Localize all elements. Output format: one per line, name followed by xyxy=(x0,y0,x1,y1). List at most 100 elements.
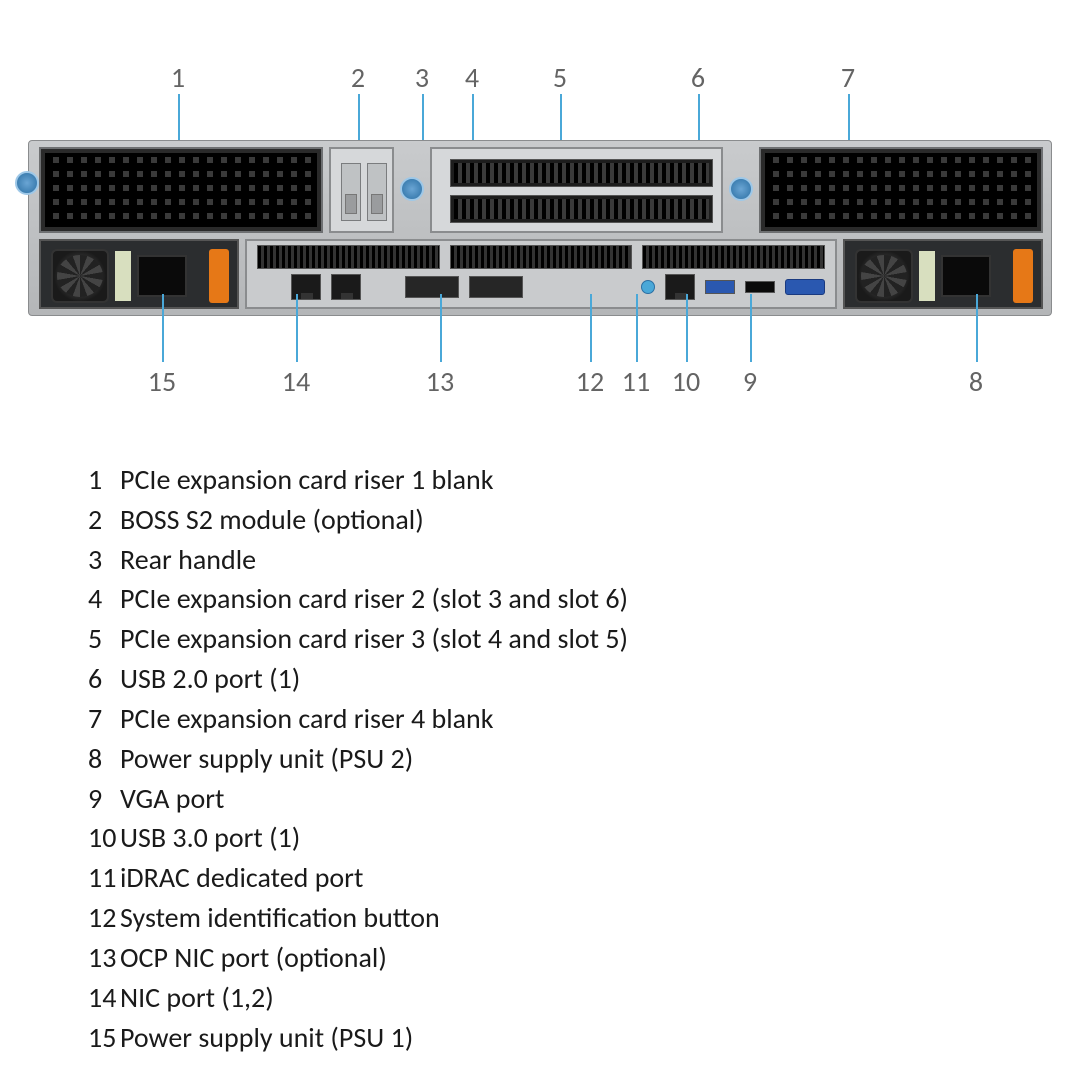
legend-row: 2BOSS S2 module (optional) xyxy=(88,502,988,538)
legend-row: 13OCP NIC port (optional) xyxy=(88,940,988,976)
psu-2 xyxy=(843,239,1043,309)
psu-1 xyxy=(39,239,239,309)
ocp-nic-port-icon xyxy=(405,276,459,298)
bottom-io-row xyxy=(39,239,1043,309)
legend-text: Rear handle xyxy=(120,542,988,578)
legend-num: 8 xyxy=(88,741,120,777)
pcie-slot-icon xyxy=(450,195,713,223)
legend-num: 15 xyxy=(88,1020,120,1056)
boss-drive-icon xyxy=(367,163,387,221)
legend-text: System identification button xyxy=(120,900,988,936)
legend-num: 13 xyxy=(88,940,120,976)
legend-text: USB 3.0 port (1) xyxy=(120,820,988,856)
legend-num: 6 xyxy=(88,661,120,697)
rear-io-panel xyxy=(245,239,837,309)
legend-num: 2 xyxy=(88,502,120,538)
legend-row: 10USB 3.0 port (1) xyxy=(88,820,988,856)
thumbscrew-icon xyxy=(400,177,424,201)
callout-num-10: 10 xyxy=(666,364,706,399)
psu-handle-icon xyxy=(1013,249,1033,303)
callout-num-14: 14 xyxy=(276,364,316,399)
legend-num: 9 xyxy=(88,781,120,817)
legend-row: 9VGA port xyxy=(88,781,988,817)
server-chassis-rear xyxy=(28,140,1052,316)
callout-num-3: 3 xyxy=(402,60,442,95)
legend-row: 4PCIe expansion card riser 2 (slot 3 and… xyxy=(88,581,988,617)
legend-num: 14 xyxy=(88,980,120,1016)
callout-num-6: 6 xyxy=(678,60,718,95)
legend-text: Power supply unit (PSU 2) xyxy=(120,741,988,777)
usb3-port-icon xyxy=(705,280,735,294)
legend-text: USB 2.0 port (1) xyxy=(120,661,988,697)
boss-s2-module xyxy=(329,147,394,233)
callout-line xyxy=(636,294,638,362)
system-id-button-icon xyxy=(641,280,655,294)
legend-num: 10 xyxy=(88,820,120,856)
legend-row: 15Power supply unit (PSU 1) xyxy=(88,1020,988,1056)
legend-text: PCIe expansion card riser 2 (slot 3 and … xyxy=(120,581,988,617)
legend-text: BOSS S2 module (optional) xyxy=(120,502,988,538)
callout-line xyxy=(976,294,978,362)
callout-line xyxy=(162,294,164,362)
lp-slot-icon xyxy=(257,245,440,269)
nic-port-2-icon xyxy=(331,274,361,300)
legend-text: VGA port xyxy=(120,781,988,817)
legend-text: NIC port (1,2) xyxy=(120,980,988,1016)
callout-num-9: 9 xyxy=(730,364,770,399)
callout-legend: 1PCIe expansion card riser 1 blank 2BOSS… xyxy=(88,462,988,1059)
legend-text: iDRAC dedicated port xyxy=(120,860,988,896)
legend-num: 4 xyxy=(88,581,120,617)
lp-slots xyxy=(257,245,825,269)
callout-line xyxy=(440,294,442,362)
power-inlet-icon xyxy=(941,255,991,297)
vga-port-icon xyxy=(785,279,825,295)
status-leds-icon xyxy=(257,274,281,300)
callout-num-12: 12 xyxy=(570,364,610,399)
legend-row: 5PCIe expansion card riser 3 (slot 4 and… xyxy=(88,621,988,657)
callout-line xyxy=(750,294,752,362)
usb2-port-icon xyxy=(745,281,775,293)
callout-line xyxy=(590,294,592,362)
legend-text: Power supply unit (PSU 1) xyxy=(120,1020,988,1056)
pcie-slot-icon xyxy=(450,159,713,187)
legend-num: 5 xyxy=(88,621,120,657)
legend-row: 1PCIe expansion card riser 1 blank xyxy=(88,462,988,498)
callout-line xyxy=(686,294,688,362)
callout-num-11: 11 xyxy=(616,364,656,399)
legend-text: PCIe expansion card riser 1 blank xyxy=(120,462,988,498)
legend-num: 7 xyxy=(88,701,120,737)
idrac-port-icon xyxy=(665,274,695,300)
lp-slot-icon xyxy=(642,245,825,269)
power-inlet-icon xyxy=(137,255,187,297)
callout-num-1: 1 xyxy=(158,60,198,95)
callout-num-13: 13 xyxy=(420,364,460,399)
legend-num: 11 xyxy=(88,860,120,896)
ocp-nic-port-icon xyxy=(469,276,523,298)
fan-icon xyxy=(51,249,109,303)
psu-handle-icon xyxy=(209,249,229,303)
top-expansion-row xyxy=(39,147,1043,233)
riser-1-blank xyxy=(39,147,323,233)
riser-4-blank xyxy=(759,147,1043,233)
legend-num: 12 xyxy=(88,900,120,936)
legend-row: 11iDRAC dedicated port xyxy=(88,860,988,896)
legend-row: 14NIC port (1,2) xyxy=(88,980,988,1016)
lp-slot-icon xyxy=(450,245,633,269)
legend-row: 3Rear handle xyxy=(88,542,988,578)
callout-num-15: 15 xyxy=(142,364,182,399)
legend-text: PCIe expansion card riser 3 (slot 4 and … xyxy=(120,621,988,657)
legend-row: 7PCIe expansion card riser 4 blank xyxy=(88,701,988,737)
legend-text: PCIe expansion card riser 4 blank xyxy=(120,701,988,737)
legend-text: OCP NIC port (optional) xyxy=(120,940,988,976)
riser-2-3 xyxy=(430,147,723,233)
thumbscrew-icon xyxy=(15,171,39,195)
callout-num-7: 7 xyxy=(828,60,868,95)
callout-num-4: 4 xyxy=(452,60,492,95)
legend-row: 12System identification button xyxy=(88,900,988,936)
callout-line xyxy=(296,294,298,362)
psu-label-icon xyxy=(919,251,935,301)
legend-row: 6USB 2.0 port (1) xyxy=(88,661,988,697)
boss-drive-icon xyxy=(341,163,361,221)
callout-num-8: 8 xyxy=(956,364,996,399)
thumbscrew-icon xyxy=(729,177,753,201)
